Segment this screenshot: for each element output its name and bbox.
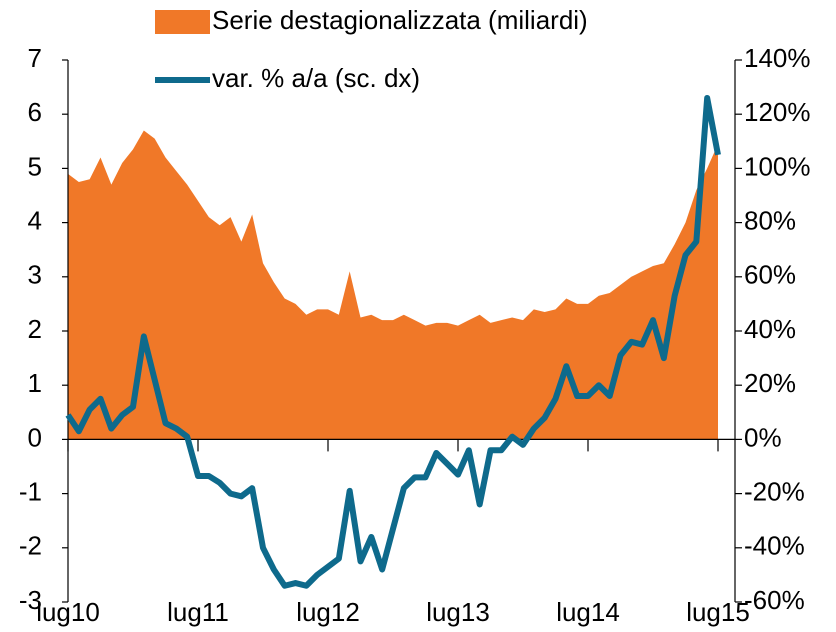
y-tick-label: 5 xyxy=(28,151,42,181)
area xyxy=(68,130,718,440)
y-tick-label: 4 xyxy=(28,205,42,235)
y2-tick-label: -20% xyxy=(744,476,805,506)
y-tick-label: 0 xyxy=(28,422,42,452)
x-tick-label: lug14 xyxy=(556,597,620,627)
y-tick-label: -2 xyxy=(19,531,42,561)
y2-tick-label: 140% xyxy=(744,43,811,73)
y-tick-label: 7 xyxy=(28,43,42,73)
x-tick-label: lug12 xyxy=(296,597,360,627)
y-tick-label: 3 xyxy=(28,260,42,290)
y2-tick-label: 0% xyxy=(744,422,782,452)
legend-label: Serie destagionalizzata (miliardi) xyxy=(212,5,588,35)
x-tick-label: lug11 xyxy=(167,597,229,627)
y2-tick-label: 40% xyxy=(744,314,796,344)
y2-tick-label: -40% xyxy=(744,531,805,561)
y-tick-label: 6 xyxy=(28,97,42,127)
y2-tick-label: -60% xyxy=(744,585,805,615)
y2-tick-label: 20% xyxy=(744,368,796,398)
x-tick-label: lug13 xyxy=(426,597,490,627)
y-tick-label: -3 xyxy=(19,585,42,615)
y2-tick-label: 60% xyxy=(744,260,796,290)
y2-tick-label: 120% xyxy=(744,97,811,127)
legend-swatch xyxy=(155,10,210,34)
x-tick-label: lug15 xyxy=(686,597,750,627)
line xyxy=(65,94,721,589)
legend-label: var. % a/a (sc. dx) xyxy=(212,63,420,93)
y-tick-label: 2 xyxy=(28,314,42,344)
y2-tick-label: 100% xyxy=(744,151,811,181)
y-tick-label: -1 xyxy=(19,476,42,506)
y-tick-label: 1 xyxy=(28,368,42,398)
y2-tick-label: 80% xyxy=(744,205,796,235)
x-tick-label: lug10 xyxy=(36,597,100,627)
